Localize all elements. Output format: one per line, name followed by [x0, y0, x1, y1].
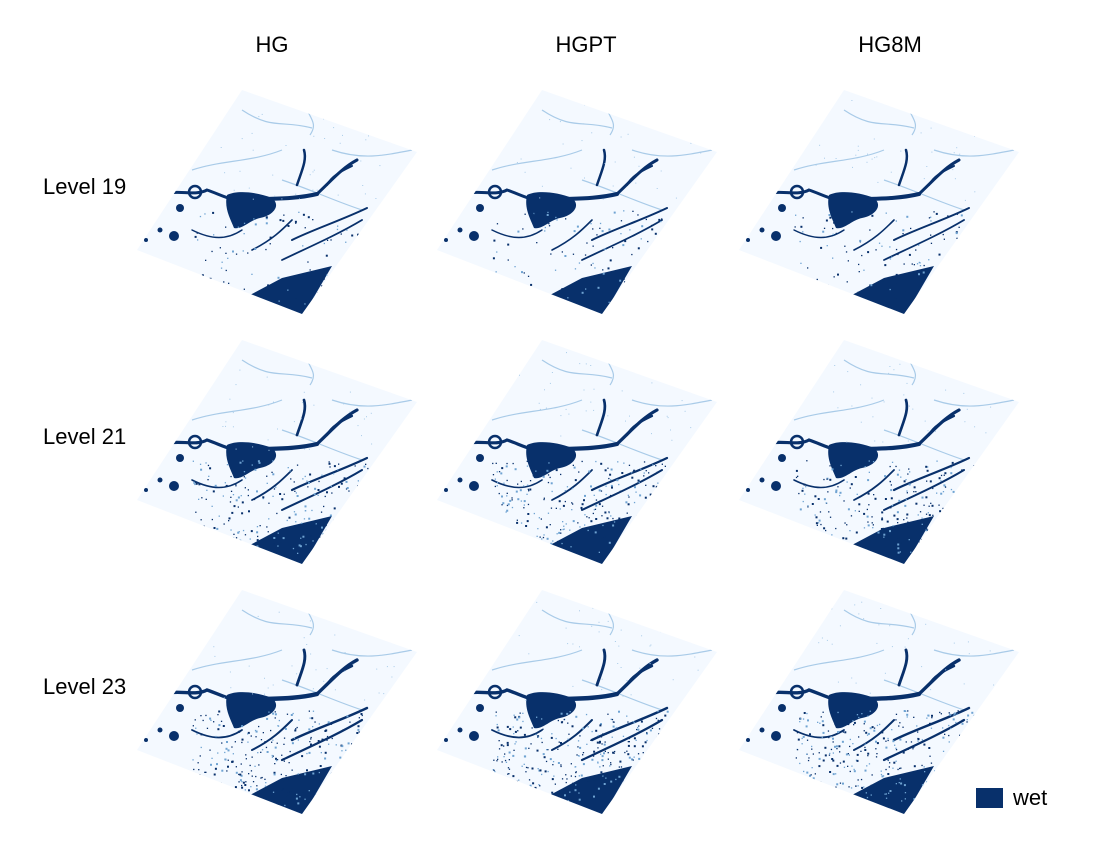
row-label-level-19: Level 19	[43, 174, 127, 199]
map-panel-hg-level-19	[132, 90, 422, 315]
map-panel-hgpt-level-23	[432, 590, 722, 815]
legend-label-wet: wet	[1013, 785, 1048, 810]
legend-swatch-wet	[976, 788, 1003, 808]
column-header-hg: HG	[255, 32, 289, 57]
column-header-hg8m: HG8M	[858, 32, 922, 57]
map-panel-hgpt-level-21	[432, 340, 722, 565]
map-panel-hg8m-level-23	[734, 590, 1024, 815]
column-header-hgpt: HGPT	[555, 32, 617, 57]
row-label-level-21: Level 21	[43, 424, 127, 449]
row-label-level-23: Level 23	[43, 674, 127, 699]
map-panel-hgpt-level-19	[432, 90, 722, 315]
map-panel-hg8m-level-21	[734, 340, 1024, 565]
map-panel-hg8m-level-19	[734, 90, 1024, 315]
map-panel-hg-level-23	[132, 590, 422, 815]
legend: wet	[976, 785, 1047, 811]
map-panel-hg-level-21	[132, 340, 422, 565]
